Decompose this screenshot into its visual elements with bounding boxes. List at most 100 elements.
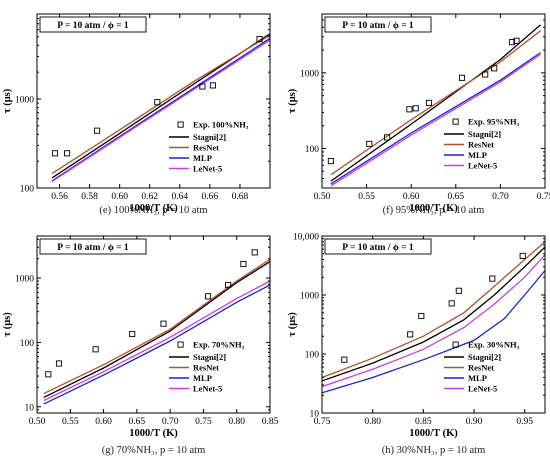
- series-line-stagni-2-: [43, 261, 270, 398]
- plot-frame: [321, 13, 546, 189]
- chart-panel-0: 0.56 0.58 0.60 0.62 0.64 0.66 0.68 100 1000 1000/…: [2, 13, 271, 216]
- x-axis-title: 1000/T (K): [129, 428, 178, 439]
- series-line-lenet-5: [51, 39, 270, 183]
- y-axis-title: τ (μs): [287, 88, 298, 113]
- panel-caption: (g) 70%NH₃, p = 10 atm: [102, 445, 205, 456]
- x-tick-label: 0.68: [232, 192, 249, 202]
- exp-point: [384, 134, 391, 141]
- exp-point: [256, 36, 263, 43]
- x-tick-label: 0.85: [262, 417, 279, 427]
- legend-label-exp: Exp. 70%NH₃: [193, 340, 245, 350]
- exp-point: [448, 300, 455, 307]
- legend-label: MLP: [193, 153, 212, 163]
- plot-frame: [36, 13, 271, 189]
- condition-box: [39, 16, 147, 33]
- exp-point: [482, 71, 489, 78]
- series-line-lenet-5: [43, 280, 270, 402]
- exp-point: [425, 99, 433, 106]
- panel-caption: (h) 30%NH₃, p = 10 atm: [382, 445, 485, 456]
- exp-point: [341, 356, 348, 363]
- exp-point: [129, 330, 136, 338]
- x-tick-label: 0.58: [81, 192, 98, 202]
- exp-point: [406, 106, 413, 113]
- condition-label: P = 10 atm / ϕ = 1: [342, 21, 414, 31]
- y-axis-title: τ (μs): [2, 88, 13, 113]
- plot-frame: [36, 235, 271, 414]
- panel-caption: (f) 95%NH₃, p = 10 atm: [383, 205, 485, 216]
- legend-label: Stagni[2]: [193, 352, 226, 362]
- x-tick-label: 0.62: [141, 192, 158, 202]
- x-tick-label: 0.65: [129, 417, 146, 427]
- exp-point: [412, 105, 419, 112]
- condition-label: P = 10 atm / ϕ = 1: [57, 21, 129, 31]
- exp-point: [94, 127, 101, 134]
- condition-box: [39, 238, 147, 255]
- exp-point: [491, 65, 498, 72]
- chart-panel-1: 0.50 0.55 0.60 0.65 0.70 0.75 100 1000 1000/T (K…: [287, 13, 550, 216]
- x-tick-label: 0.75: [314, 417, 331, 427]
- exp-point: [92, 346, 99, 353]
- x-tick-label: 0.95: [516, 417, 533, 427]
- exp-point: [407, 331, 414, 338]
- exp-point: [209, 82, 216, 89]
- condition-label: P = 10 atm / ϕ = 1: [342, 243, 414, 253]
- series-line-lenet-5: [322, 254, 545, 388]
- exp-point: [240, 260, 247, 268]
- exp-point: [55, 360, 63, 367]
- exp-point: [508, 39, 516, 46]
- legend-label: LeNet-5: [468, 384, 497, 394]
- panel-caption: (e) 100%NH₃, p = 10 atm: [99, 205, 207, 216]
- condition-label: P = 10 atm / ϕ = 1: [57, 243, 129, 253]
- chart-panel-2: 0.50 0.55 0.60 0.65 0.70 0.75 0.80 0.85 10 100 100…: [2, 235, 279, 456]
- exp-point: [51, 150, 59, 157]
- legend-label-exp: Exp. 100%NH₃: [193, 120, 249, 130]
- exp-point: [366, 140, 373, 147]
- exp-point: [205, 293, 212, 300]
- y-tick-label: 1000: [300, 69, 319, 79]
- legend-marker-exp: [452, 341, 459, 348]
- legend-label: MLP: [468, 150, 487, 160]
- legend-label: ResNet: [468, 140, 494, 150]
- x-tick-label: 0.50: [29, 417, 46, 427]
- x-tick-label: 0.70: [492, 192, 509, 202]
- legend-label: MLP: [193, 373, 212, 383]
- legend-label-exp: Exp. 30%NH₃: [468, 340, 520, 350]
- x-axis-title: 1000/T (K): [409, 203, 458, 214]
- exp-point: [154, 99, 161, 106]
- x-tick-label: 0.50: [314, 192, 331, 202]
- plot-frame: [321, 235, 546, 414]
- exp-point: [489, 275, 496, 282]
- y-tick-label: 1000: [15, 275, 34, 285]
- exp-point: [160, 320, 167, 327]
- series-line-lenet-5: [330, 53, 541, 187]
- y-tick-label: 10,000: [293, 233, 319, 243]
- exp-point: [225, 281, 232, 289]
- series-line-mlp: [51, 37, 270, 182]
- exp-point: [458, 74, 466, 81]
- exp-point: [199, 83, 206, 90]
- exp-point: [513, 37, 520, 44]
- x-tick-label: 0.60: [403, 192, 420, 202]
- series-line-stagni-2-: [322, 246, 545, 382]
- y-axis-title: τ (μs): [2, 312, 13, 337]
- series-line-mlp: [330, 52, 541, 185]
- exp-point: [519, 252, 526, 259]
- x-tick-label: 0.55: [358, 192, 375, 202]
- legend-label: MLP: [468, 373, 487, 383]
- y-tick-label: 100: [20, 185, 35, 195]
- x-tick-label: 0.80: [364, 417, 381, 427]
- legend-label: Stagni[2]: [468, 352, 501, 362]
- exp-point: [251, 249, 258, 256]
- x-axis-title: 1000/T (K): [409, 428, 458, 439]
- y-tick-label: 100: [20, 339, 35, 349]
- y-tick-label: 100: [305, 145, 320, 155]
- series-line-resnet: [43, 258, 270, 395]
- series-line-resnet: [322, 241, 545, 379]
- x-tick-label: 0.56: [51, 192, 68, 202]
- legend-label: Stagni[2]: [468, 129, 501, 139]
- x-tick-label: 0.60: [111, 192, 128, 202]
- legend-label: LeNet-5: [193, 164, 222, 174]
- series-line-mlp: [43, 284, 270, 405]
